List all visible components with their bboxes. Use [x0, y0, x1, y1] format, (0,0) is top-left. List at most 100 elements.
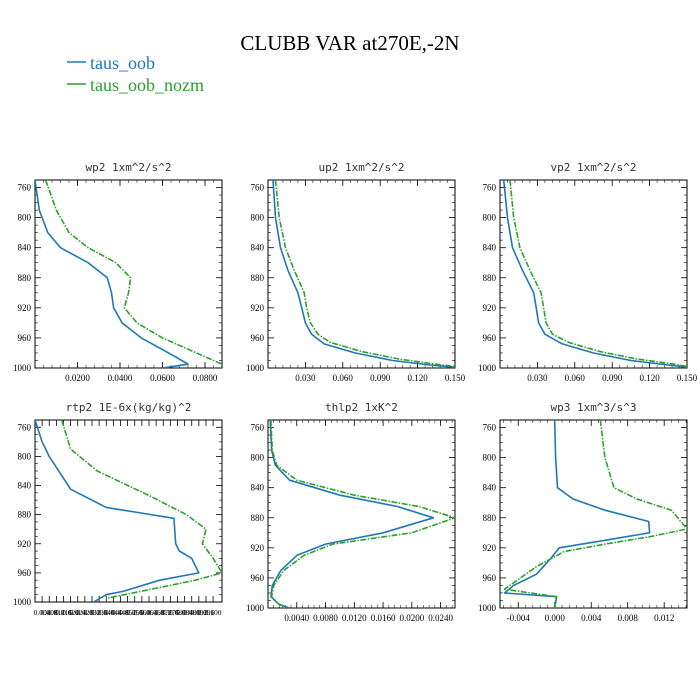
x-tick-label: 0.090: [602, 373, 623, 383]
x-axis-thlp2: 0.0040 0.0080 0.0120 0.0160 0.0200 0.0240: [267, 420, 453, 623]
y-axis-vp2: 760 800 840 880 920 960 1000: [478, 179, 687, 373]
x-tick-label: 0.016: [55, 608, 72, 617]
y-tick-label: 760: [483, 183, 497, 193]
x-tick-label: 0.024: [69, 608, 86, 617]
series-line-taus-oob-nozm: [44, 180, 222, 365]
x-tick-label: 0.120: [639, 373, 660, 383]
x-tick-label: 0.012: [654, 613, 674, 623]
y-axis-wp2: 760 800 840 880 920 960 1000: [13, 179, 222, 373]
x-tick-label: 0.044: [105, 608, 122, 617]
x-tick-label: 0.052: [119, 608, 136, 617]
series-line-taus-oob-nozm: [270, 420, 455, 608]
panel-wp3: wp3 1xm^3/s^3 760 800 840 880 920 960 1000 -0.00…: [478, 401, 688, 623]
x-tick-label: 0.040: [98, 608, 115, 617]
x-axis-wp2: 0.0200 0.0400 0.0600 0.0800: [34, 180, 223, 383]
series-group-vp2: [502, 180, 687, 368]
x-tick-label: 0.060: [333, 373, 354, 383]
x-tick-label: 0.092: [190, 608, 207, 617]
x-tick-label: 0.0200: [399, 613, 424, 623]
x-tick-label: 0.012: [48, 608, 65, 617]
x-tick-label: 0.008: [41, 608, 58, 617]
series-line-taus-oob: [502, 180, 687, 368]
x-tick-label: 0.0080: [313, 613, 338, 623]
x-tick-label: 0.0240: [428, 613, 453, 623]
y-tick-label: 920: [18, 303, 32, 313]
x-tick-label: 0.0400: [108, 373, 133, 383]
plot-frame-thlp2: [267, 419, 456, 609]
y-tick-label: 920: [483, 303, 497, 313]
y-tick-label: 920: [483, 543, 497, 553]
x-tick-label: 0.150: [677, 373, 698, 383]
y-tick-label: 880: [251, 273, 265, 283]
panel-title-thlp2: thlp2 1xK^2: [325, 401, 398, 414]
x-tick-label: 0.036: [91, 608, 108, 617]
series-line-taus-oob-nozm: [503, 420, 687, 608]
x-tick-label: -0.004: [507, 613, 531, 623]
x-tick-label: 0.060: [133, 608, 150, 617]
subplot-grid: wp2 1xm^2/s^276080084088092096010000.020…: [13, 161, 698, 623]
plot-frame-up2: [267, 179, 456, 369]
x-tick-label: 0.032: [84, 608, 101, 617]
y-axis-up2: 760 800 840 880 920 960 1000: [246, 179, 455, 373]
series-group-wp3: [503, 420, 687, 608]
y-tick-label: 840: [18, 243, 32, 253]
x-axis-vp2: 0.030 0.060 0.090 0.120 0.150: [499, 180, 698, 383]
panel-title-up2: up2 1xm^2/s^2: [318, 161, 404, 174]
x-tick-label: 0.090: [370, 373, 391, 383]
x-tick-label: 0.0800: [193, 373, 218, 383]
x-axis-rtp2: 0.0040.0080.0120.0160.0200.0240.0280.032…: [34, 420, 222, 617]
x-tick-label: 0.150: [445, 373, 466, 383]
y-tick-label: 800: [18, 451, 32, 461]
y-tick-label: 800: [483, 453, 497, 463]
series-line-taus-oob: [35, 180, 189, 368]
panel-title-wp3: wp3 1xm^3/s^3: [550, 401, 636, 414]
y-tick-label: 840: [18, 481, 32, 491]
x-tick-label: 0.064: [141, 608, 158, 617]
x-tick-label: 0.096: [198, 608, 215, 617]
y-axis-rtp2: 760 800 840 880 920 960 1000: [13, 419, 222, 607]
series-line-taus-oob-nozm: [509, 180, 687, 368]
y-tick-label: 1000: [13, 363, 32, 373]
y-tick-label: 880: [18, 273, 32, 283]
x-axis-up2: 0.030 0.060 0.090 0.120 0.150: [267, 180, 466, 383]
legend-label-taus-oob: taus_oob: [90, 53, 155, 73]
figure-title: CLUBB VAR at270E,-2N: [240, 31, 459, 55]
y-tick-label: 920: [251, 303, 265, 313]
y-tick-label: 880: [18, 510, 32, 520]
y-tick-label: 920: [251, 543, 265, 553]
panel-title-rtp2: rtp2 1E-6x(kg/kg)^2: [66, 401, 192, 414]
y-tick-label: 840: [483, 243, 497, 253]
x-tick-label: 0.100: [205, 608, 222, 617]
x-tick-label: 0.000: [545, 613, 566, 623]
legend-label-taus-oob-nozm: taus_oob_nozm: [90, 75, 204, 95]
x-tick-label: 0.048: [112, 608, 129, 617]
y-tick-label: 960: [18, 568, 32, 578]
x-tick-label: 0.0040: [284, 613, 309, 623]
y-tick-label: 920: [18, 539, 32, 549]
panel-rtp2: rtp2 1E-6x(kg/kg)^2 760 800 840 880 920 960 100…: [13, 401, 223, 617]
y-tick-label: 1000: [13, 597, 32, 607]
x-tick-label: 0.056: [126, 608, 143, 617]
x-tick-label: 0.0600: [150, 373, 175, 383]
series-line-taus-oob: [272, 180, 455, 368]
x-tick-label: 0.008: [618, 613, 639, 623]
series-line-taus-oob: [503, 420, 651, 608]
series-line-taus-oob: [35, 420, 200, 602]
panel-vp2: vp2 1xm^2/s^276080084088092096010000.030…: [478, 161, 698, 383]
x-tick-label: 0.020: [62, 608, 79, 617]
x-tick-label: 0.084: [176, 608, 193, 617]
x-axis-wp3: -0.004 0.000 0.004 0.008 0.012: [503, 420, 687, 623]
y-tick-label: 840: [251, 243, 265, 253]
series-group-rtp2: [35, 420, 222, 602]
x-tick-label: 0.030: [527, 373, 548, 383]
plot-frame-vp2: [499, 179, 688, 369]
series-line-taus-oob: [269, 420, 435, 608]
y-axis-thlp2: 760 800 840 880 920 960 1000: [246, 419, 455, 613]
y-tick-label: 960: [483, 333, 497, 343]
x-tick-label: 0.028: [76, 608, 93, 617]
series-line-taus-oob-nozm: [274, 180, 455, 368]
panel-title-vp2: vp2 1xm^2/s^2: [550, 161, 636, 174]
x-tick-label: 0.060: [565, 373, 586, 383]
